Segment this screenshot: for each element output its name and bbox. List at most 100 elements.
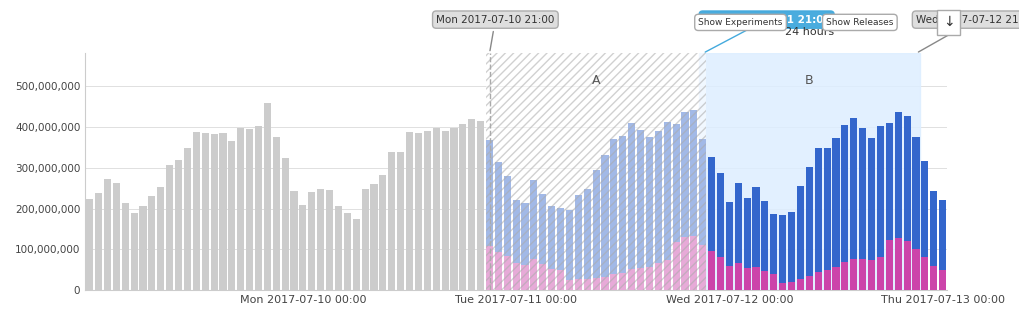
Text: Tue 2017-07-11 21:00: Tue 2017-07-11 21:00 <box>702 15 829 52</box>
Bar <box>832 138 839 290</box>
Bar <box>707 251 714 290</box>
Bar <box>929 191 936 290</box>
Bar <box>716 173 723 257</box>
Bar <box>707 157 714 290</box>
Bar <box>832 267 839 290</box>
Bar <box>583 279 590 290</box>
Bar <box>637 130 643 268</box>
Bar <box>601 155 608 276</box>
Bar <box>609 140 616 275</box>
Bar <box>441 131 448 290</box>
Bar <box>494 252 501 290</box>
Bar <box>193 132 200 290</box>
Bar <box>503 176 511 290</box>
Bar <box>822 148 829 290</box>
Bar <box>521 203 528 265</box>
Bar <box>760 202 767 271</box>
Text: 24 hours: 24 hours <box>784 27 834 37</box>
Bar <box>663 122 671 260</box>
Bar <box>619 273 626 290</box>
Bar <box>850 118 857 290</box>
Bar <box>726 202 733 290</box>
Bar <box>920 257 927 290</box>
Bar <box>698 53 919 290</box>
Bar <box>237 128 244 290</box>
Bar <box>654 131 661 290</box>
Bar <box>566 210 573 290</box>
Bar <box>726 267 733 290</box>
Bar <box>929 267 936 290</box>
Bar <box>406 132 413 290</box>
Bar <box>858 128 865 290</box>
Bar <box>575 279 581 290</box>
Bar <box>734 263 741 290</box>
Bar <box>575 195 581 290</box>
Bar <box>698 245 705 290</box>
Bar <box>894 112 901 238</box>
Bar <box>628 123 635 290</box>
Bar <box>822 148 829 270</box>
Bar <box>672 124 679 290</box>
Bar <box>903 116 910 290</box>
Bar <box>246 129 253 290</box>
Bar <box>299 205 306 290</box>
Bar <box>796 186 803 279</box>
Bar <box>884 123 892 290</box>
Bar <box>86 199 93 290</box>
Bar <box>876 126 883 257</box>
Bar <box>760 271 767 290</box>
Bar <box>716 257 723 290</box>
Bar <box>592 171 599 290</box>
Bar <box>681 112 688 237</box>
Bar <box>450 128 458 290</box>
Bar <box>894 238 901 290</box>
Bar <box>938 200 946 270</box>
Bar <box>788 282 795 290</box>
Bar <box>521 203 528 290</box>
Bar <box>459 124 466 290</box>
Bar <box>290 191 298 290</box>
Bar <box>734 183 741 263</box>
Bar <box>796 186 803 290</box>
Bar <box>264 103 271 290</box>
Bar <box>628 123 635 269</box>
Bar <box>104 179 111 290</box>
Bar <box>769 213 776 290</box>
Bar <box>752 187 759 267</box>
Bar <box>485 140 492 290</box>
Bar <box>95 193 102 290</box>
Bar <box>920 161 927 290</box>
Bar <box>388 152 395 290</box>
Bar <box>752 267 759 290</box>
Bar <box>592 278 599 290</box>
Text: Show Releases: Show Releases <box>825 18 893 27</box>
Bar <box>317 189 324 290</box>
Bar <box>513 200 520 290</box>
Bar <box>343 213 351 290</box>
Bar <box>645 137 652 290</box>
Bar <box>903 116 910 241</box>
Bar <box>513 200 520 263</box>
Bar <box>121 203 128 290</box>
Bar <box>822 270 829 290</box>
Bar <box>858 128 865 259</box>
Bar <box>494 162 501 290</box>
Bar <box>645 137 652 267</box>
Bar <box>157 187 164 290</box>
Bar <box>672 242 679 290</box>
Bar <box>796 279 803 290</box>
Bar <box>272 137 279 290</box>
Bar <box>477 121 484 290</box>
Bar <box>876 257 883 290</box>
Text: Mon 2017-07-10 21:00: Mon 2017-07-10 21:00 <box>436 15 554 51</box>
Bar <box>166 165 173 290</box>
Bar <box>609 275 616 290</box>
Bar <box>841 262 848 290</box>
Bar <box>769 213 776 275</box>
Bar <box>884 240 892 290</box>
Bar <box>628 269 635 290</box>
Bar <box>841 124 848 262</box>
Bar <box>334 205 341 290</box>
Bar <box>601 155 608 290</box>
Bar <box>556 270 564 290</box>
